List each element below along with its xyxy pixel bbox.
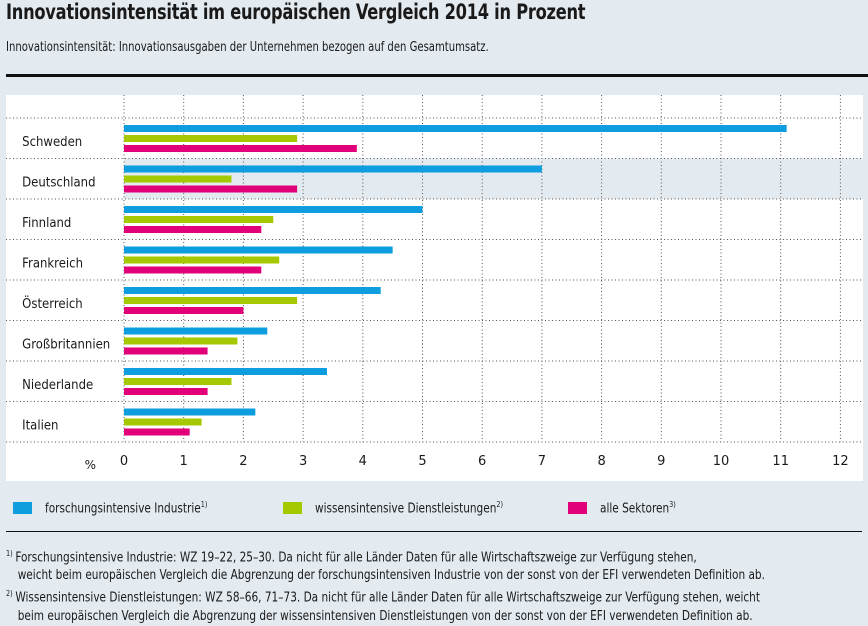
bar-deutschland-alle-sektoren [124, 185, 298, 193]
bar-finnland-alle-sektoren [124, 226, 262, 233]
category-label: Großbritannien [22, 337, 110, 352]
bar-frankreich-forschungsintensive-industrie [124, 246, 393, 254]
legend-swatch-blue [13, 502, 32, 515]
bar-frankreich-alle-sektoren [124, 266, 262, 274]
legend-item-alle-sektoren: alle Sektoren3) [568, 500, 684, 516]
top-divider [6, 74, 868, 77]
category-label: Deutschland [22, 175, 95, 190]
bar-deutschland-forschungsintensive-industrie [124, 165, 542, 173]
footnote-2-line-1: 2) Wissensintensive Dienstleistungen: WZ … [6, 585, 868, 607]
bar-österreich-forschungsintensive-industrie [124, 287, 381, 294]
bar-italien-forschungsintensive-industrie [124, 408, 256, 416]
footnote-marker: 2) [6, 589, 13, 599]
bar-frankreich-wissensintensive-dienstleistungen [124, 256, 280, 264]
footnote-marker: 1) [6, 549, 13, 558]
chart-title: Innovationsintensität im europäischen Ve… [6, 0, 586, 24]
bar-österreich-alle-sektoren [124, 307, 244, 314]
legend-item-forschungsintensive-industrie: forschungsintensive Industrie1) [13, 500, 225, 516]
x-tick-label: 5 [418, 454, 426, 469]
bar-finnland-wissensintensive-dienstleistungen [124, 216, 274, 223]
x-tick-label: 7 [538, 454, 546, 469]
category-label: Finnland [22, 215, 71, 230]
x-tick-label: 8 [597, 454, 605, 469]
footnotes: 1) Forschungsintensive Industrie: WZ 19–2… [6, 545, 868, 626]
bar-österreich-wissensintensive-dienstleistungen [124, 297, 298, 304]
footnote-1-line-1: 1) Forschungsintensive Industrie: WZ 19–2… [6, 545, 868, 567]
legend-label: wissensintensive Dienstleistungen [315, 501, 497, 517]
category-label: Niederlande [22, 377, 93, 392]
x-axis-unit-label: % [85, 458, 96, 472]
category-label: Schweden [22, 134, 82, 149]
bar-großbritannien-forschungsintensive-industrie [124, 327, 268, 335]
footnote-text: Forschungsintensive Industrie: WZ 19–22,… [15, 550, 697, 566]
x-tick-label: 10 [713, 454, 730, 469]
bar-deutschland-wissensintensive-dienstleistungen [124, 175, 232, 183]
x-tick-label: 6 [478, 454, 486, 469]
bar-großbritannien-wissensintensive-dienstleistungen [124, 337, 238, 345]
legend-swatch-pink [568, 502, 587, 515]
bar-schweden-wissensintensive-dienstleistungen [124, 135, 298, 142]
x-tick-label: 3 [299, 454, 307, 469]
footnote-2-line-2: beim europäischen Vergleich die Abgrenzu… [17, 608, 753, 624]
x-tick-label: 0 [120, 454, 128, 469]
legend-swatch-green [283, 502, 302, 515]
x-tick-label: 12 [832, 454, 849, 469]
bar-niederlande-alle-sektoren [124, 388, 208, 395]
footnote-1-line-2: weicht beim europäischen Vergleich die A… [17, 568, 765, 584]
legend-label: alle Sektoren [600, 501, 670, 517]
category-label: Frankreich [22, 256, 83, 271]
bar-italien-alle-sektoren [124, 428, 190, 436]
highlight-row-deutschland [124, 158, 863, 199]
x-tick-label: 4 [359, 454, 367, 469]
bar-niederlande-forschungsintensive-industrie [124, 368, 327, 375]
bar-italien-wissensintensive-dienstleistungen [124, 418, 202, 426]
legend-footnote-marker: 2) [496, 500, 504, 509]
footnote-text: Wissensintensive Dienstleistungen: WZ 58… [15, 590, 760, 606]
legend-item-wissensintensive-dienstleistungen: wissensintensive Dienstleistungen2) [283, 500, 524, 516]
bar-niederlande-wissensintensive-dienstleistungen [124, 378, 232, 385]
legend-footnote-marker: 3) [669, 500, 676, 509]
category-label: Österreich [22, 294, 83, 311]
legend-label: forschungsintensive Industrie [45, 501, 201, 517]
category-label: Italien [22, 418, 58, 433]
bar-finnland-forschungsintensive-industrie [124, 206, 423, 213]
x-tick-label: 9 [657, 454, 665, 469]
bar-schweden-forschungsintensive-industrie [124, 125, 787, 132]
x-tick-label: 1 [180, 454, 188, 469]
bar-chart: Schweden Deutschland Finnland Frankreich Öst… [6, 95, 863, 472]
bottom-divider [6, 531, 862, 532]
bar-schweden-alle-sektoren [124, 145, 357, 152]
x-tick-label: 11 [772, 454, 789, 469]
legend-footnote-marker: 1) [200, 500, 208, 509]
bar-großbritannien-alle-sektoren [124, 347, 208, 355]
chart-panel: Schweden Deutschland Finnland Frankreich Öst… [6, 95, 863, 481]
x-tick-label: 2 [239, 454, 247, 469]
chart-subtitle: Innovationsintensität: Innovationsausgab… [6, 40, 489, 55]
